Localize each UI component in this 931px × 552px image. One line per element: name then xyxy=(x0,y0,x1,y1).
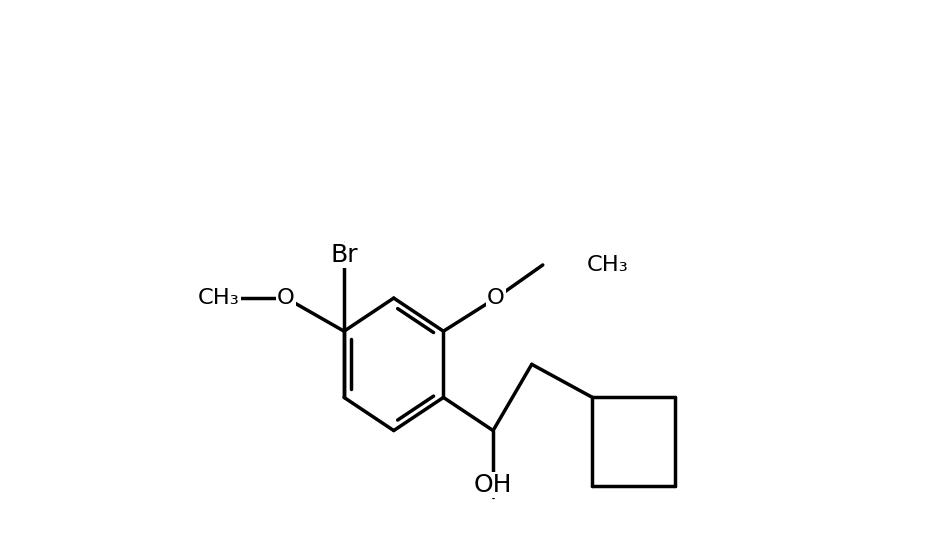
Text: O: O xyxy=(487,288,505,308)
Text: O: O xyxy=(277,288,295,308)
Text: CH₃: CH₃ xyxy=(587,255,628,275)
Text: Br: Br xyxy=(331,243,358,267)
Text: OH: OH xyxy=(474,473,512,497)
Text: CH₃: CH₃ xyxy=(197,288,239,308)
